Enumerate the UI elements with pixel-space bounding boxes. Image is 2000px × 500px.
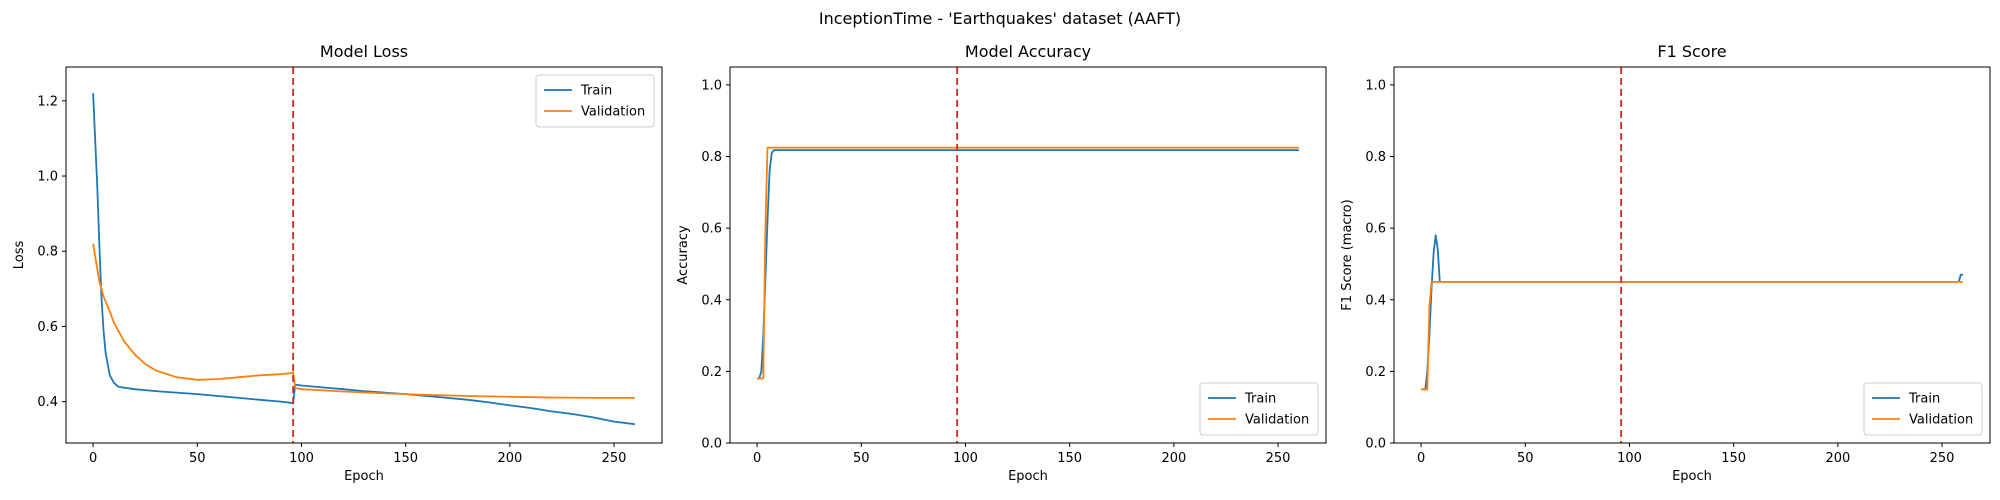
accuracy-legend-label-train: Train (1244, 392, 1276, 407)
f1-legend-label-validation: Validation (1909, 413, 1973, 428)
f1-ytick-label: 0.8 (1365, 150, 1386, 165)
f1-xtick-label: 150 (1721, 451, 1746, 466)
f1-legend-box (1863, 382, 1983, 436)
accuracy-ytick-label: 0.0 (701, 437, 722, 452)
loss-xtick-label: 100 (289, 451, 314, 466)
accuracy-ytick-label: 0.6 (701, 222, 722, 237)
loss-ytick-label: 0.6 (37, 320, 58, 335)
accuracy-xlabel: Epoch (1008, 469, 1048, 484)
f1-ytick-label: 1.0 (1365, 78, 1386, 93)
loss-legend: Train Validation (535, 74, 655, 128)
f1-ytick-label: 0.6 (1365, 222, 1386, 237)
loss-legend-label-train: Train (580, 84, 612, 99)
accuracy-plot-area (757, 146, 1299, 380)
f1-plot-area (1421, 234, 1963, 391)
loss-xtick-label: 0 (89, 451, 97, 466)
accuracy-validation-line (757, 146, 1299, 380)
f1-xtick-label: 50 (1517, 451, 1534, 466)
accuracy-axes-frame (729, 66, 1327, 444)
accuracy-ytick-label: 0.4 (701, 293, 722, 308)
f1-legend-label-train: Train (1908, 392, 1940, 407)
accuracy-ytick-label: 0.2 (701, 365, 722, 380)
accuracy-train-line (757, 149, 1299, 380)
f1-xtick-label: 100 (1617, 451, 1642, 466)
accuracy-legend-label-validation: Validation (1245, 413, 1309, 428)
accuracy-ytick-label: 0.8 (701, 150, 722, 165)
loss-ytick-label: 1.2 (37, 94, 58, 109)
f1-ylabel: F1 Score (macro) (1340, 199, 1355, 310)
accuracy-ylabel: Accuracy (676, 225, 691, 285)
accuracy-title: Model Accuracy (965, 42, 1091, 61)
f1-ytick-label: 0.0 (1365, 437, 1386, 452)
accuracy-xtick-label: 50 (853, 451, 870, 466)
f1-axes-frame (1393, 66, 1991, 444)
loss-train-line (92, 93, 636, 426)
f1-xtick-label: 250 (1930, 451, 1955, 466)
f1-xtick-label: 200 (1825, 451, 1850, 466)
loss-ylabel: Loss (12, 241, 27, 270)
f1-legend: Train Validation (1863, 382, 1983, 436)
loss-panel: Model Loss 0 50 100 150 200 250 0.4 0.6 0.8 1.0 1.2… (12, 42, 663, 484)
accuracy-xtick-label: 0 (753, 451, 761, 466)
loss-ytick-label: 0.4 (37, 395, 58, 410)
loss-axes-frame (65, 66, 663, 444)
loss-validation-line (92, 243, 635, 399)
accuracy-xtick-label: 150 (1057, 451, 1082, 466)
loss-legend-label-validation: Validation (581, 105, 645, 120)
loss-title: Model Loss (320, 42, 408, 61)
loss-xtick-label: 150 (393, 451, 418, 466)
accuracy-legend: Train Validation (1199, 382, 1319, 436)
loss-ytick-label: 0.8 (37, 245, 58, 260)
f1-panel: F1 Score 0 50 100 150 200 250 0.0 0.2 0.4 0.6 0.8 1.… (1340, 42, 1991, 484)
loss-xtick-label: 200 (497, 451, 522, 466)
loss-ytick-label: 1.0 (37, 170, 58, 185)
loss-xtick-label: 50 (189, 451, 206, 466)
f1-xtick-label: 0 (1417, 451, 1425, 466)
f1-validation-line (1421, 280, 1963, 391)
accuracy-xtick-label: 250 (1266, 451, 1291, 466)
f1-xlabel: Epoch (1672, 469, 1712, 484)
f1-ytick-label: 0.4 (1365, 293, 1386, 308)
f1-ytick-label: 0.2 (1365, 365, 1386, 380)
f1-title: F1 Score (1657, 42, 1726, 61)
accuracy-xtick-label: 100 (953, 451, 978, 466)
accuracy-legend-box (1199, 382, 1319, 436)
loss-plot-area (92, 93, 636, 426)
figure-suptitle: InceptionTime - 'Earthquakes' dataset (A… (819, 9, 1181, 28)
loss-xlabel: Epoch (344, 469, 384, 484)
accuracy-xtick-label: 200 (1161, 451, 1186, 466)
loss-xtick-label: 250 (602, 451, 627, 466)
accuracy-panel: Model Accuracy 0 50 100 150 200 250 0.0 0.2 0.4 0.… (676, 42, 1327, 484)
loss-legend-box (535, 74, 655, 128)
accuracy-ytick-label: 1.0 (701, 78, 722, 93)
